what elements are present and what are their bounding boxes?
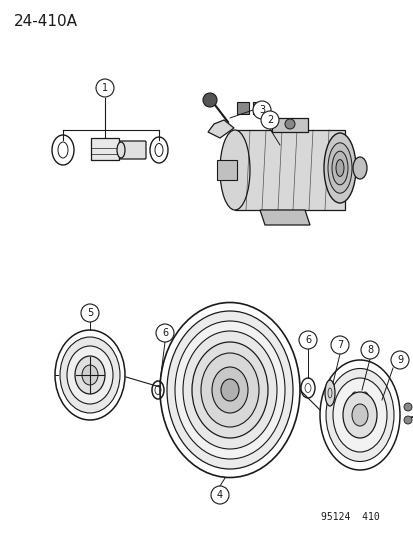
Text: 5: 5: [87, 308, 93, 318]
Ellipse shape: [325, 368, 393, 462]
Text: 6: 6: [161, 328, 168, 338]
Ellipse shape: [324, 380, 334, 406]
Text: 9: 9: [396, 355, 402, 365]
Ellipse shape: [67, 346, 113, 404]
Text: 3: 3: [258, 105, 264, 115]
Text: 2: 2: [266, 115, 273, 125]
Circle shape: [81, 304, 99, 322]
Circle shape: [156, 324, 173, 342]
Polygon shape: [259, 210, 309, 225]
Ellipse shape: [327, 143, 351, 193]
Ellipse shape: [192, 342, 267, 438]
Ellipse shape: [159, 303, 299, 478]
Ellipse shape: [183, 331, 276, 449]
Circle shape: [202, 93, 216, 107]
Ellipse shape: [335, 159, 343, 176]
Ellipse shape: [332, 378, 386, 452]
Polygon shape: [207, 120, 233, 138]
FancyBboxPatch shape: [271, 118, 307, 132]
Ellipse shape: [352, 157, 366, 179]
Circle shape: [96, 79, 114, 97]
Text: 8: 8: [366, 345, 372, 355]
FancyBboxPatch shape: [252, 102, 264, 114]
FancyBboxPatch shape: [235, 130, 344, 210]
Ellipse shape: [331, 151, 347, 185]
Ellipse shape: [82, 365, 98, 385]
Text: 4: 4: [216, 490, 223, 500]
Ellipse shape: [350, 392, 358, 408]
Circle shape: [403, 403, 411, 411]
Ellipse shape: [201, 353, 259, 427]
FancyBboxPatch shape: [120, 141, 146, 159]
Text: 7: 7: [336, 340, 342, 350]
FancyBboxPatch shape: [216, 160, 236, 180]
Ellipse shape: [175, 321, 284, 459]
Ellipse shape: [75, 356, 105, 394]
Circle shape: [260, 111, 278, 129]
Circle shape: [211, 486, 228, 504]
Ellipse shape: [221, 379, 238, 401]
Ellipse shape: [360, 392, 368, 408]
Circle shape: [284, 119, 294, 129]
Ellipse shape: [351, 404, 367, 426]
Text: 6: 6: [304, 335, 310, 345]
Text: 24-410A: 24-410A: [14, 14, 78, 29]
Ellipse shape: [55, 330, 125, 420]
Ellipse shape: [323, 133, 355, 203]
Circle shape: [330, 336, 348, 354]
Ellipse shape: [117, 142, 125, 158]
Text: 95124  410: 95124 410: [320, 512, 379, 522]
Ellipse shape: [166, 311, 292, 469]
Circle shape: [252, 101, 271, 119]
Ellipse shape: [219, 130, 249, 210]
FancyBboxPatch shape: [91, 138, 119, 160]
Ellipse shape: [60, 337, 120, 413]
Ellipse shape: [211, 367, 247, 413]
Circle shape: [298, 331, 316, 349]
Circle shape: [390, 351, 408, 369]
Ellipse shape: [319, 360, 399, 470]
FancyBboxPatch shape: [236, 102, 248, 114]
Text: 1: 1: [102, 83, 108, 93]
Circle shape: [403, 416, 411, 424]
Ellipse shape: [342, 392, 376, 438]
Circle shape: [360, 341, 378, 359]
